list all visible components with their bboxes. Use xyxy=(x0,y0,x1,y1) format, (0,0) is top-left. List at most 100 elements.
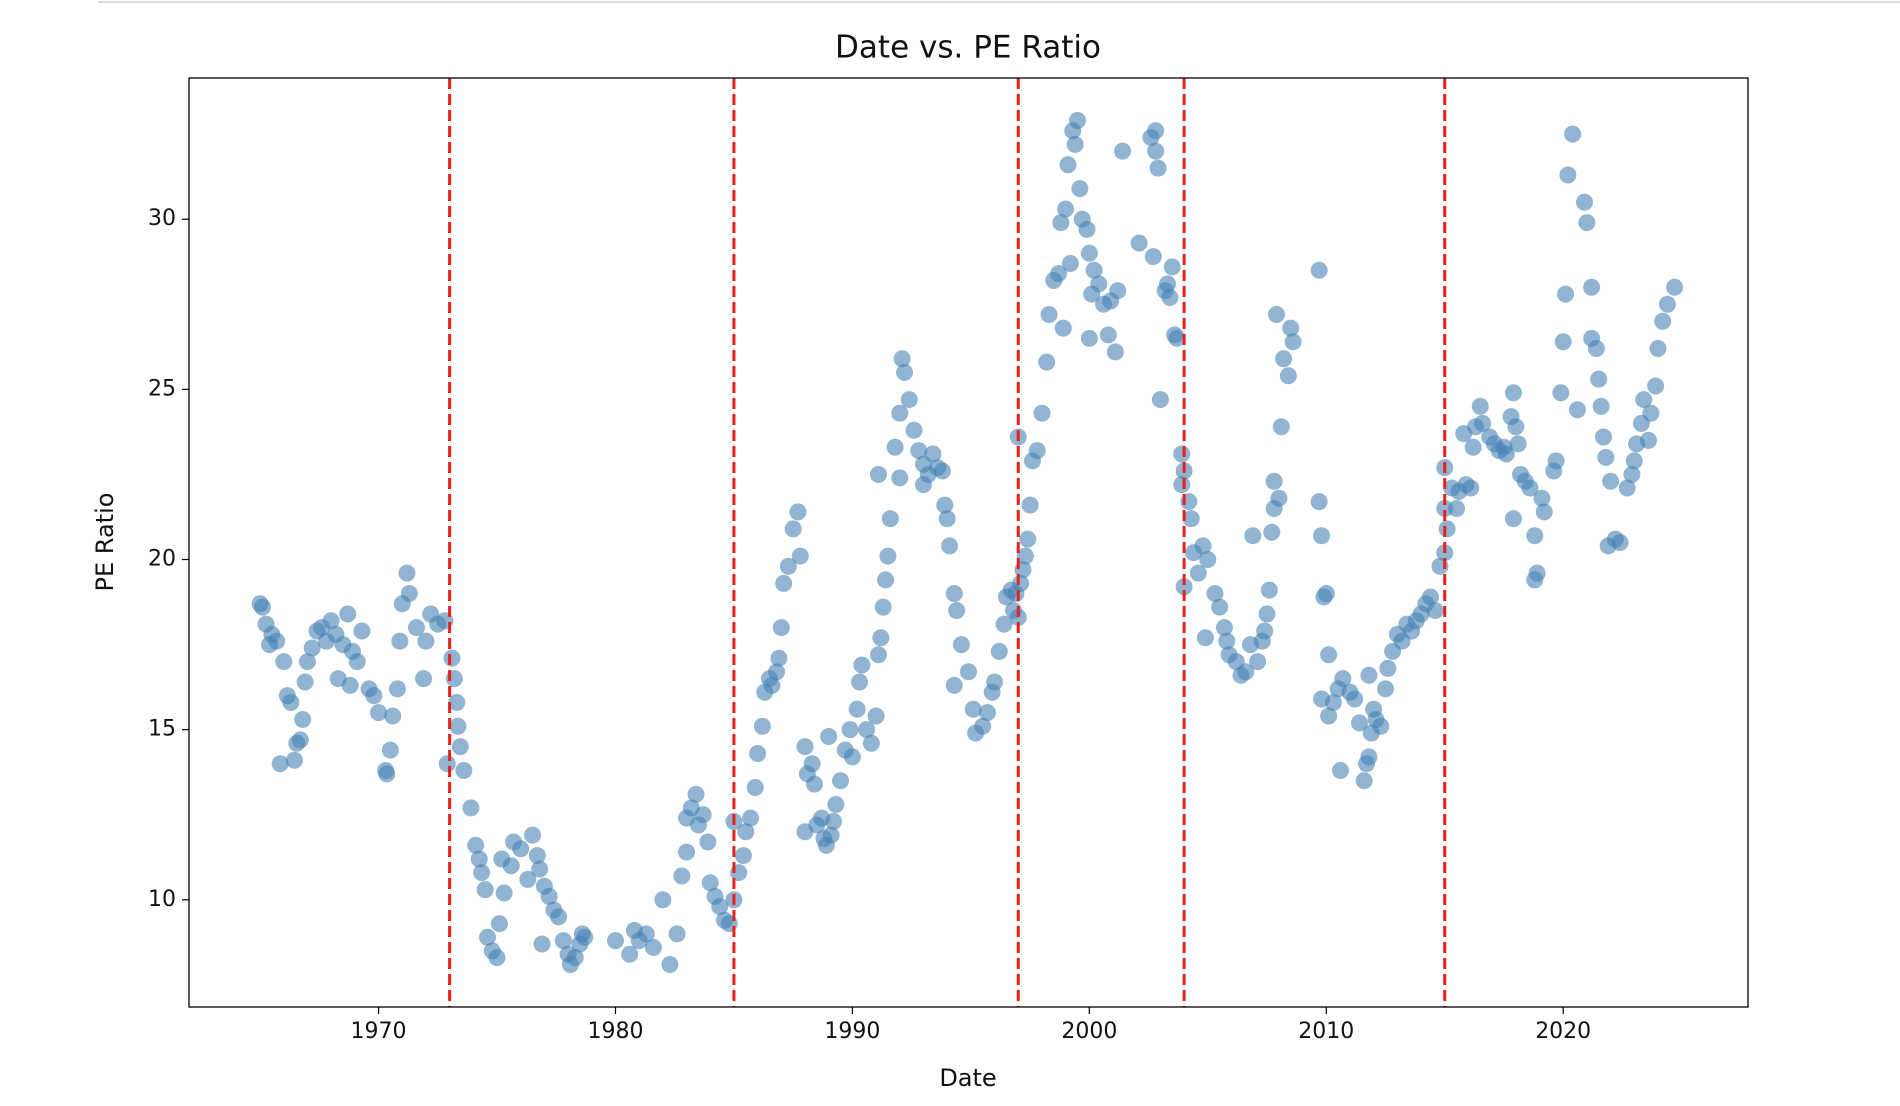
point xyxy=(1021,496,1039,514)
point xyxy=(1016,547,1034,565)
point xyxy=(772,619,790,637)
point xyxy=(550,908,568,926)
point xyxy=(668,925,686,943)
point xyxy=(1194,537,1212,555)
point xyxy=(1448,499,1466,517)
point xyxy=(407,619,425,637)
point xyxy=(945,585,963,603)
point xyxy=(853,656,871,674)
point xyxy=(1159,275,1177,293)
point xyxy=(415,670,433,688)
point xyxy=(881,510,899,528)
point xyxy=(1260,581,1278,599)
plot-frame xyxy=(188,77,1749,1008)
y-tick-label: 20 xyxy=(148,547,176,572)
point xyxy=(1422,588,1440,606)
point xyxy=(621,945,639,963)
x-tick-label: 1970 xyxy=(351,1019,407,1044)
point xyxy=(1497,445,1515,463)
point xyxy=(1654,312,1672,330)
point xyxy=(1462,479,1480,497)
point xyxy=(734,847,752,865)
point xyxy=(832,772,850,790)
point xyxy=(1587,340,1605,358)
point xyxy=(531,860,549,878)
point xyxy=(1173,445,1191,463)
point xyxy=(1590,370,1608,388)
point xyxy=(869,646,887,664)
point xyxy=(805,775,823,793)
point xyxy=(1310,261,1328,279)
point xyxy=(1144,248,1162,266)
point xyxy=(654,891,672,909)
point xyxy=(886,438,904,456)
point xyxy=(1106,343,1124,361)
point xyxy=(763,676,781,694)
point xyxy=(1666,278,1684,296)
point xyxy=(1071,180,1089,198)
point xyxy=(960,663,977,681)
point xyxy=(874,598,892,616)
point xyxy=(476,881,494,899)
point xyxy=(1149,159,1167,177)
point xyxy=(803,755,821,773)
point xyxy=(711,898,729,916)
point xyxy=(1376,680,1394,698)
point xyxy=(1625,452,1643,470)
point xyxy=(1597,448,1615,466)
point xyxy=(974,717,992,735)
point xyxy=(1080,244,1098,262)
point xyxy=(449,717,467,735)
point xyxy=(1019,530,1037,548)
point xyxy=(945,676,963,694)
point xyxy=(1350,714,1368,732)
point xyxy=(796,738,814,756)
point xyxy=(1639,431,1657,449)
point xyxy=(1012,574,1030,592)
point xyxy=(1263,523,1281,541)
point xyxy=(1244,527,1262,545)
point xyxy=(964,700,982,718)
point xyxy=(370,704,388,722)
point xyxy=(271,755,289,773)
point xyxy=(275,653,293,671)
point xyxy=(1559,166,1577,184)
point xyxy=(348,653,366,671)
point xyxy=(784,520,802,538)
point xyxy=(1147,142,1165,160)
point xyxy=(1040,306,1058,324)
point xyxy=(990,642,1008,660)
point xyxy=(495,884,513,902)
point xyxy=(1647,377,1665,395)
point xyxy=(673,867,691,885)
point xyxy=(1258,605,1276,623)
point xyxy=(451,738,469,756)
point xyxy=(848,700,866,718)
point xyxy=(791,547,809,565)
point xyxy=(1324,693,1342,711)
point xyxy=(1557,285,1575,303)
point xyxy=(952,636,970,654)
point xyxy=(303,639,321,657)
point xyxy=(282,693,300,711)
point xyxy=(1059,156,1077,174)
point xyxy=(1317,585,1335,603)
point xyxy=(253,598,271,616)
point xyxy=(438,755,456,773)
point xyxy=(1535,503,1553,521)
point xyxy=(467,836,485,854)
point xyxy=(1085,261,1103,279)
x-axis-label: Date xyxy=(939,1064,996,1092)
point xyxy=(824,813,842,831)
point xyxy=(948,602,966,620)
point xyxy=(1057,200,1075,218)
point xyxy=(1215,619,1233,637)
point xyxy=(986,673,1004,691)
point xyxy=(1642,404,1660,422)
point xyxy=(1272,418,1290,436)
point xyxy=(1320,646,1338,664)
point xyxy=(1334,670,1352,688)
point xyxy=(1658,295,1676,313)
point xyxy=(742,809,760,827)
